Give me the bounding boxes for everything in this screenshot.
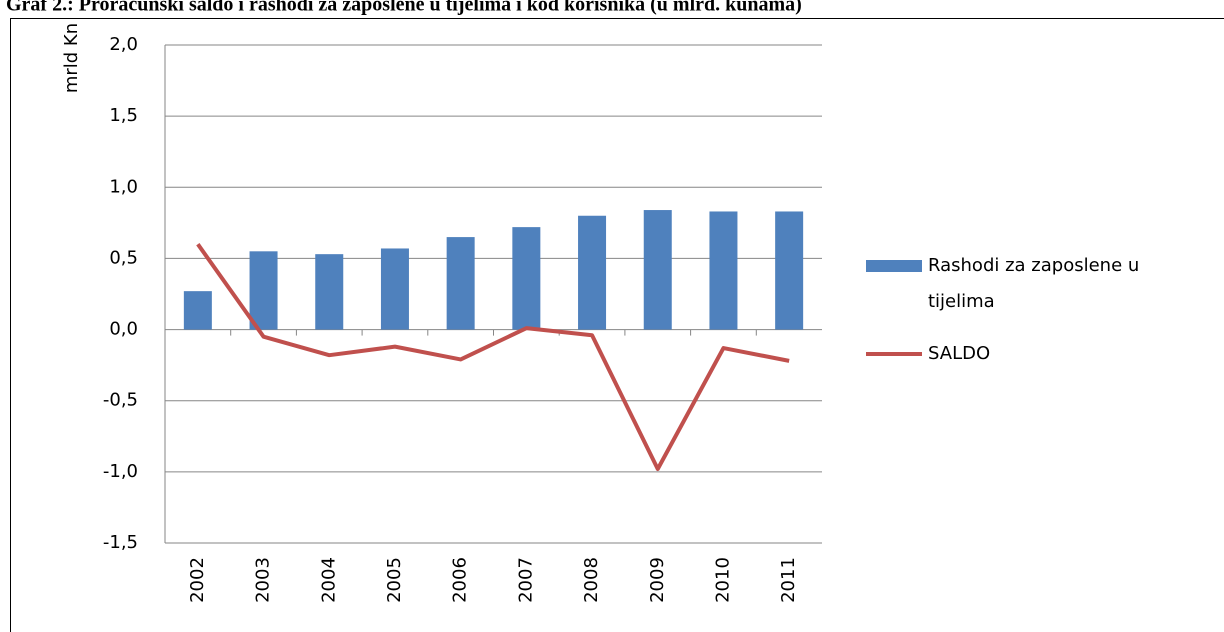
y-tick-label: -1,5 bbox=[103, 532, 138, 553]
x-tick-label: 2011 bbox=[778, 557, 799, 603]
bar bbox=[578, 215, 607, 330]
bar bbox=[446, 237, 475, 330]
y-tick-label: 0,5 bbox=[109, 247, 138, 268]
x-tick-label: 2004 bbox=[318, 557, 339, 603]
y-tick-label: -0,5 bbox=[103, 390, 138, 411]
y-tick-label: 1,5 bbox=[109, 105, 138, 126]
x-tick-label: 2010 bbox=[712, 557, 733, 603]
x-tick-label: 2009 bbox=[647, 557, 668, 603]
x-tick-label: 2007 bbox=[515, 557, 536, 603]
y-tick-label: 2,0 bbox=[109, 34, 138, 55]
bar bbox=[183, 291, 212, 330]
legend-label: Rashodi za zaposlene u tijelima bbox=[928, 255, 1139, 312]
bar bbox=[512, 227, 541, 330]
x-tick-label: 2006 bbox=[450, 557, 471, 603]
bar bbox=[643, 210, 672, 330]
y-axis-label: mrld Kn bbox=[61, 23, 82, 93]
line bbox=[196, 243, 790, 472]
y-tick-label: -1,0 bbox=[103, 461, 138, 482]
y-tick-label: 1,0 bbox=[109, 176, 138, 197]
bar bbox=[380, 248, 409, 330]
chart-border bbox=[10, 18, 1224, 632]
legend-swatch bbox=[866, 260, 922, 272]
bar bbox=[709, 211, 738, 330]
x-tick-label: 2005 bbox=[384, 557, 405, 603]
chart-title: Graf 2.: Proračunski saldo i rashodi za … bbox=[6, 0, 802, 16]
bar bbox=[249, 251, 278, 330]
x-tick-label: 2008 bbox=[581, 557, 602, 603]
legend-label: SALDO bbox=[928, 343, 990, 364]
y-tick-label: 0,0 bbox=[109, 319, 138, 340]
x-tick-label: 2003 bbox=[253, 557, 274, 603]
bar bbox=[315, 254, 344, 330]
x-tick-label: 2002 bbox=[187, 557, 208, 603]
bar bbox=[775, 211, 804, 330]
